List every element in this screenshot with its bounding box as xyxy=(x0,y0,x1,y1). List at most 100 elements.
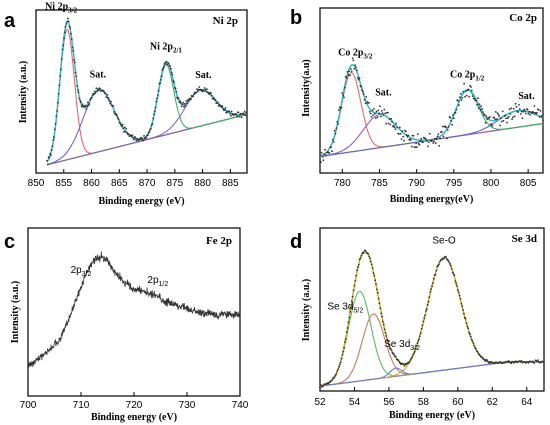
panel-a-data-point xyxy=(99,88,102,90)
panel-a-data-point xyxy=(119,122,121,125)
panel-d-x-tick-label: 52 xyxy=(314,397,326,408)
panel-b-data-point xyxy=(434,138,436,140)
panel-a-data-point xyxy=(175,90,178,93)
panel-b-data-point xyxy=(459,92,462,95)
panel-b-data-point xyxy=(496,112,499,114)
panel-d-data-point xyxy=(449,263,451,265)
panel-b-data-point xyxy=(357,78,360,81)
panel-a-data-point xyxy=(78,97,81,100)
panel-a-data-point xyxy=(143,135,145,137)
panel-b-data-point xyxy=(536,111,538,114)
panel-b-data-point xyxy=(479,109,482,111)
panel-b-x-ticks: 780 785 790 795 800 805 xyxy=(334,169,537,189)
panel-a-x-tick-label: 865 xyxy=(111,178,128,189)
panel-b-data-point xyxy=(362,90,364,93)
panel-d-data-point xyxy=(430,288,432,291)
panel-d-data-point xyxy=(363,252,365,254)
panel-d-data-point xyxy=(506,361,509,364)
panel-a-data-point xyxy=(95,87,98,90)
panel-b-data-point xyxy=(374,117,377,119)
panel-d-data-point xyxy=(456,285,458,287)
panel-b-data-point xyxy=(396,126,399,129)
panel-d-data-point xyxy=(469,335,472,338)
panel-d-data-point xyxy=(465,322,468,325)
panel-b-data-point xyxy=(355,66,357,69)
panel-b-data-point xyxy=(352,59,355,62)
panel-d-data-point xyxy=(355,274,358,277)
panel-b-data-point xyxy=(495,118,498,120)
panel-a-x-tick-label: 850 xyxy=(28,178,45,189)
panel-d-peak-label-2: Se 3d5/2 xyxy=(327,301,363,314)
panel-d-data-point xyxy=(443,257,445,260)
panel-a-data-point xyxy=(195,91,198,94)
panel-a-data-point xyxy=(180,102,182,104)
panel-d-data-point xyxy=(335,372,338,375)
panel-d-data-point xyxy=(377,297,380,300)
panel-b-data-point xyxy=(371,109,374,112)
panel-a-data-point xyxy=(49,152,52,155)
panel-d-data-point xyxy=(425,310,427,312)
panel-d-data-point xyxy=(369,257,371,260)
panel-b-data-point xyxy=(480,105,483,108)
panel-b-data-point xyxy=(445,126,447,129)
panel-a-data-point xyxy=(69,27,72,30)
panel-b-data-point xyxy=(356,77,359,79)
panel-b-x-tick-label: 790 xyxy=(408,178,425,189)
panel-b-data-point xyxy=(354,64,357,66)
panel-d-data-point xyxy=(351,300,353,303)
panel-a-data-point xyxy=(192,95,195,97)
panel-d-data-point xyxy=(520,360,523,362)
panel-a-data-point xyxy=(86,105,88,108)
panel-d-data-point xyxy=(531,360,534,363)
panel-b-data-point xyxy=(512,116,514,119)
panel-c-spectrum-line xyxy=(27,251,241,370)
panel-a-data-point xyxy=(54,122,57,125)
panel-b-data-point xyxy=(452,117,455,120)
panel-a-data-point xyxy=(105,96,108,98)
panel-a-data-point xyxy=(196,90,199,92)
panel-a-title: Ni 2p xyxy=(213,15,238,27)
panel-a-data-point xyxy=(116,117,119,119)
panel-d-fit-envelope xyxy=(319,250,544,387)
panel-b-data-point xyxy=(464,90,467,93)
panel-b-data-point xyxy=(465,94,468,97)
panel-a-data-point xyxy=(179,100,182,103)
panel-b-data-point xyxy=(440,130,443,133)
panel-a-data-point xyxy=(230,110,233,113)
panel-b-data-point xyxy=(435,137,438,140)
panel-d-data-point xyxy=(374,279,376,282)
panel-c-y-axis-title: Intensity (a.u.) xyxy=(10,281,21,344)
panel-a-data-point xyxy=(246,114,248,117)
panel-b-data-point xyxy=(501,110,504,113)
panel-d-data-point xyxy=(383,328,386,331)
panel-b-data-point xyxy=(511,118,513,120)
panel-d-data-point xyxy=(334,374,337,377)
panel-d-component-peak-4 xyxy=(319,361,544,387)
panel-a-data-point xyxy=(93,93,95,96)
panel-a-raw-data-points xyxy=(46,17,248,166)
panel-b-data-point xyxy=(504,114,507,117)
panel-a-data-point xyxy=(186,102,188,104)
panel-b-data-point xyxy=(506,121,508,124)
panel-b-data-point xyxy=(428,132,431,135)
panel-d-data-point xyxy=(357,264,360,266)
panel-b-data-point xyxy=(484,121,487,124)
panel-a-data-point xyxy=(57,93,60,95)
panel-d-data-point xyxy=(415,345,418,347)
panel-a-x-tick-label: 885 xyxy=(222,178,239,189)
panel-d-data-point xyxy=(379,307,382,310)
panel-d-x-tick-label: 58 xyxy=(418,397,430,408)
panel-b-data-point xyxy=(529,114,531,116)
panel-b-data-point xyxy=(454,111,457,114)
panel-a-data-point xyxy=(238,115,241,118)
panel-d-data-point xyxy=(339,361,342,364)
panel-d-data-point xyxy=(486,359,488,362)
panel-b-data-point xyxy=(468,95,471,98)
panel-b-data-point xyxy=(320,152,323,154)
panel-a-data-point xyxy=(160,75,163,78)
panel-b-data-point xyxy=(349,74,351,77)
panel-d-data-point xyxy=(338,363,341,366)
panel-b-data-point xyxy=(368,110,371,113)
panel-b-data-point xyxy=(376,116,379,119)
panel-d-data-point xyxy=(394,355,397,358)
